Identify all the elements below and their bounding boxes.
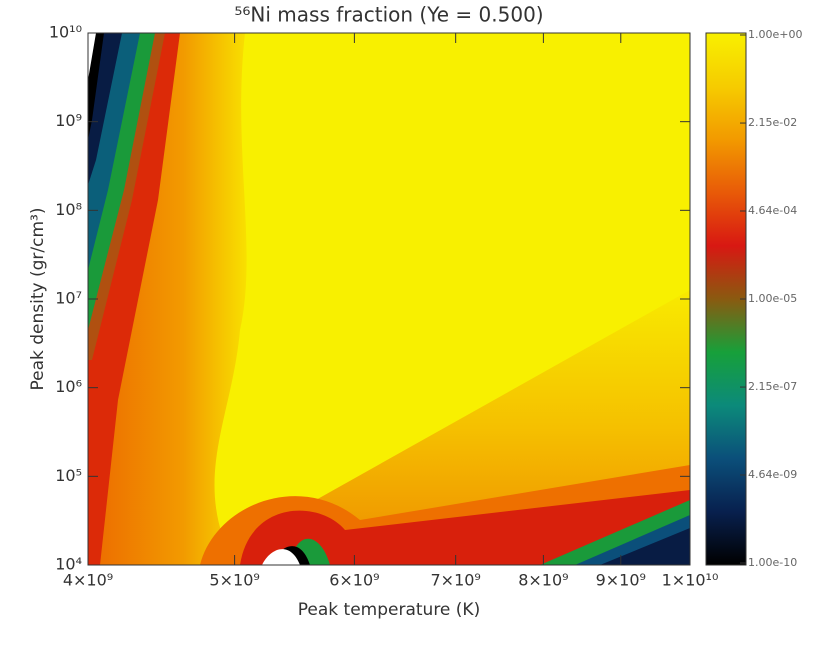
colorbar-tick-label: 4.64e-04 <box>748 204 797 217</box>
y-tick-label: 10⁶ <box>55 377 82 396</box>
colorbar-tick-label: 1.00e-10 <box>748 556 797 569</box>
x-axis-label: Peak temperature (K) <box>298 600 480 620</box>
x-tick-label: 9×10⁹ <box>596 571 646 590</box>
y-tick-label: 10⁵ <box>55 466 82 485</box>
y-tick-label: 10⁸ <box>55 200 82 219</box>
colorbar-tick-label: 1.00e-05 <box>748 292 797 305</box>
x-tick-label: 1×10¹⁰ <box>662 571 719 590</box>
x-tick-label: 8×10⁹ <box>518 571 568 590</box>
x-tick-label: 4×10⁹ <box>63 571 113 590</box>
y-axis-label: Peak density (gr/cm³) <box>28 208 48 391</box>
x-tick-label: 6×10⁹ <box>329 571 379 590</box>
x-tick-label: 7×10⁹ <box>430 571 480 590</box>
y-tick-label: 10⁴ <box>55 555 82 574</box>
y-tick-label: 10¹⁰ <box>49 23 82 42</box>
y-tick-label: 10⁹ <box>55 111 82 130</box>
colorbar-tick-label: 2.15e-02 <box>748 116 797 129</box>
heatmap-field <box>88 33 690 565</box>
colorbar-tick-label: 4.64e-09 <box>748 468 797 481</box>
colorbar-tick-label: 2.15e-07 <box>748 380 797 393</box>
colorbar-tick-label: 1.00e+00 <box>748 28 802 41</box>
x-tick-label: 5×10⁹ <box>209 571 259 590</box>
y-tick-label: 10⁷ <box>55 289 82 308</box>
colorbar <box>705 32 747 566</box>
chart-title: ⁵⁶Ni mass fraction (Ye = 0.500) <box>234 3 543 27</box>
